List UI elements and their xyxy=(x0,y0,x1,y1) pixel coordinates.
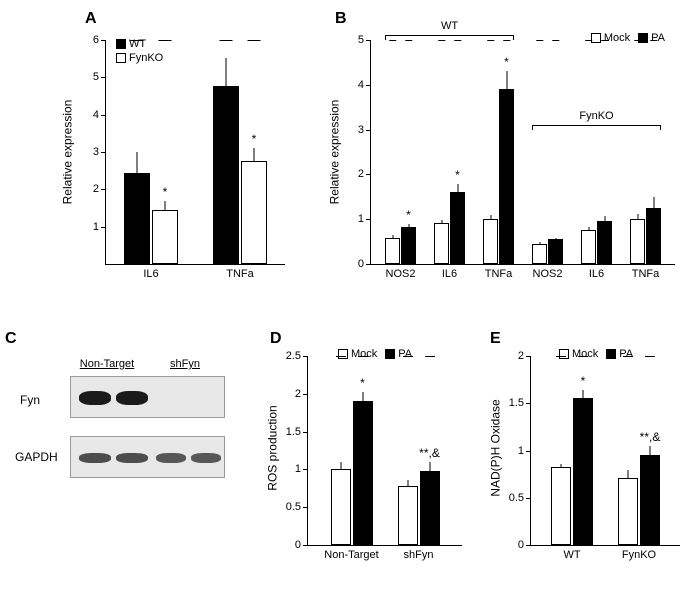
panel-c-label: C xyxy=(5,330,17,348)
panel-e-legend: Mock PA xyxy=(559,348,633,360)
gapdh-band xyxy=(70,436,225,478)
blot-header-nontarget: Non-Target xyxy=(80,358,134,370)
panel-b-label: B xyxy=(335,10,347,28)
panel-a-ylabel: Relative expression xyxy=(60,100,74,205)
panel-b-chart: Relative expression Mock PA 012345NOS2*I… xyxy=(320,30,690,290)
panel-c-blot: Non-Target shFyn Fyn GAPDH xyxy=(15,358,235,498)
blot-row-gapdh: GAPDH xyxy=(15,450,58,464)
panel-e-ylabel: NAD(P)H Oxidase xyxy=(489,399,503,496)
panel-d-ylabel: ROS production xyxy=(266,405,280,490)
panel-a-label: A xyxy=(85,10,97,28)
blot-header-shfyn: shFyn xyxy=(170,358,200,370)
blot-row-fyn: Fyn xyxy=(20,393,40,407)
panel-a-legend: WT FynKO xyxy=(116,38,163,64)
panel-e-chart: NAD(P)H Oxidase Mock PA 00.511.52WT*FynK… xyxy=(475,346,690,571)
panel-b-legend: Mock PA xyxy=(591,32,665,44)
panel-d-legend: Mock PA xyxy=(338,348,412,360)
panel-a-chart: Relative expression WT FynKO 123456IL6*T… xyxy=(55,30,295,290)
fyn-band xyxy=(70,376,225,418)
panel-d-chart: ROS production Mock PA 00.511.522.5Non-T… xyxy=(252,346,472,571)
panel-b-ylabel: Relative expression xyxy=(327,100,341,205)
